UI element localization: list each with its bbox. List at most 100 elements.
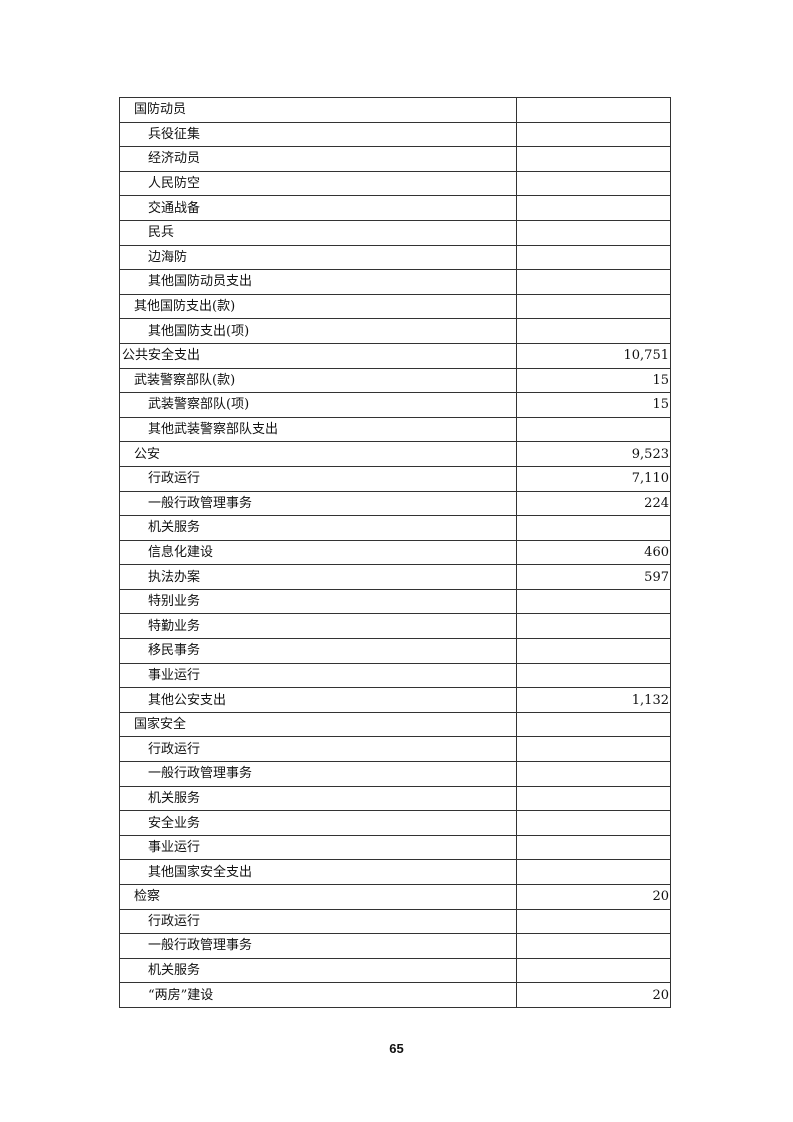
table-row: 武装警察部队(项) 15 bbox=[119, 392, 671, 418]
row-item-name: 人民防空 bbox=[119, 170, 517, 197]
table-row: 执法办案 597 bbox=[119, 564, 671, 590]
row-amount bbox=[516, 613, 671, 640]
row-amount bbox=[516, 834, 671, 861]
table-row: 其他武装警察部队支出 bbox=[119, 416, 671, 443]
page-number: 65 bbox=[389, 1041, 404, 1056]
row-amount bbox=[516, 244, 671, 271]
table-body: 国防动员 兵役征集 经济动员 人民防空 交通战备 民兵 边海防 其他国防动员支出 其他国防支出(… bbox=[119, 97, 671, 1008]
row-item-name: 机关服务 bbox=[119, 515, 517, 541]
row-item-name: 武装警察部队(款) bbox=[119, 367, 517, 394]
row-amount bbox=[516, 933, 671, 959]
table-row: 一般行政管理事务 224 bbox=[119, 490, 671, 517]
row-amount bbox=[516, 146, 671, 172]
table-row: 公安 9,523 bbox=[119, 441, 671, 467]
row-item-name: 一般行政管理事务 bbox=[119, 490, 517, 517]
row-item-name: 执法办案 bbox=[119, 564, 517, 590]
row-amount bbox=[516, 859, 671, 885]
row-amount bbox=[516, 810, 671, 836]
table-row: 其他国防动员支出 bbox=[119, 269, 671, 295]
row-item-name: 机关服务 bbox=[119, 785, 517, 812]
table-row: 其他国防支出(项) bbox=[119, 318, 671, 344]
table-row: 国家安全 bbox=[119, 711, 671, 738]
table-row: 一般行政管理事务 bbox=[119, 761, 671, 787]
row-item-name: 移民事务 bbox=[119, 638, 517, 664]
table-row: 信息化建设 460 bbox=[119, 539, 671, 566]
row-item-name: 其他国防动员支出 bbox=[119, 269, 517, 295]
row-item-name: 民兵 bbox=[119, 219, 517, 246]
row-item-name: 一般行政管理事务 bbox=[119, 933, 517, 959]
table-row: 机关服务 bbox=[119, 957, 671, 984]
row-item-name: 特勤业务 bbox=[119, 613, 517, 640]
row-item-name: 国家安全 bbox=[119, 711, 517, 738]
table-row: 机关服务 bbox=[119, 515, 671, 541]
table-row: 行政运行 7,110 bbox=[119, 465, 671, 492]
row-item-name: 机关服务 bbox=[119, 957, 517, 984]
table-row: 行政运行 bbox=[119, 908, 671, 935]
table-row: 移民事务 bbox=[119, 638, 671, 664]
table-row: 事业运行 bbox=[119, 662, 671, 689]
row-amount bbox=[516, 195, 671, 221]
table-row: 武装警察部队(款) 15 bbox=[119, 367, 671, 394]
row-item-name: 边海防 bbox=[119, 244, 517, 271]
table-row: “两房”建设 20 bbox=[119, 982, 671, 1008]
table-row: 事业运行 bbox=[119, 834, 671, 861]
row-item-name: 行政运行 bbox=[119, 736, 517, 763]
row-amount bbox=[516, 761, 671, 787]
table-row: 交通战备 bbox=[119, 195, 671, 221]
row-item-name: 其他国防支出(款) bbox=[119, 293, 517, 320]
row-amount bbox=[516, 736, 671, 763]
row-item-name: 武装警察部队(项) bbox=[119, 392, 517, 418]
row-item-name: 一般行政管理事务 bbox=[119, 761, 517, 787]
row-item-name: 事业运行 bbox=[119, 662, 517, 689]
row-amount bbox=[516, 638, 671, 664]
row-item-name: 行政运行 bbox=[119, 908, 517, 935]
table-row: 一般行政管理事务 bbox=[119, 933, 671, 959]
row-amount: 9,523 bbox=[516, 441, 671, 467]
table-row: 兵役征集 bbox=[119, 121, 671, 148]
row-item-name: 事业运行 bbox=[119, 834, 517, 861]
row-amount bbox=[516, 416, 671, 443]
row-amount: 224 bbox=[516, 490, 671, 517]
row-item-name: 交通战备 bbox=[119, 195, 517, 221]
table-row: 机关服务 bbox=[119, 785, 671, 812]
row-amount bbox=[516, 662, 671, 689]
row-item-name: 特别业务 bbox=[119, 588, 517, 615]
row-amount: 15 bbox=[516, 392, 671, 418]
row-amount: 1,132 bbox=[516, 687, 671, 713]
row-amount bbox=[516, 588, 671, 615]
table-row: 其他国防支出(款) bbox=[119, 293, 671, 320]
expenditure-table: 国防动员 兵役征集 经济动员 人民防空 交通战备 民兵 边海防 其他国防动员支出 其他国防支出(… bbox=[119, 97, 671, 1008]
row-item-name: 信息化建设 bbox=[119, 539, 517, 566]
row-item-name: 其他武装警察部队支出 bbox=[119, 416, 517, 443]
row-amount bbox=[516, 515, 671, 541]
row-amount bbox=[516, 170, 671, 197]
table-row: 特别业务 bbox=[119, 588, 671, 615]
row-amount bbox=[516, 97, 671, 123]
row-amount: 20 bbox=[516, 982, 671, 1008]
row-amount: 10,751 bbox=[516, 342, 671, 369]
row-item-name: 公共安全支出 bbox=[119, 342, 517, 369]
table-row: 边海防 bbox=[119, 244, 671, 271]
row-item-name: 其他国防支出(项) bbox=[119, 318, 517, 344]
table-row: 人民防空 bbox=[119, 170, 671, 197]
row-amount bbox=[516, 711, 671, 738]
row-amount bbox=[516, 908, 671, 935]
table-row: 检察 20 bbox=[119, 884, 671, 910]
row-amount bbox=[516, 121, 671, 148]
table-row: 安全业务 bbox=[119, 810, 671, 836]
table-row: 其他国家安全支出 bbox=[119, 859, 671, 885]
row-amount bbox=[516, 318, 671, 344]
row-amount: 460 bbox=[516, 539, 671, 566]
row-amount bbox=[516, 219, 671, 246]
table-row: 特勤业务 bbox=[119, 613, 671, 640]
row-amount: 20 bbox=[516, 884, 671, 910]
row-item-name: 安全业务 bbox=[119, 810, 517, 836]
table-row: 经济动员 bbox=[119, 146, 671, 172]
row-item-name: 其他公安支出 bbox=[119, 687, 517, 713]
row-item-name: 检察 bbox=[119, 884, 517, 910]
row-item-name: 其他国家安全支出 bbox=[119, 859, 517, 885]
row-item-name: 公安 bbox=[119, 441, 517, 467]
row-item-name: “两房”建设 bbox=[119, 982, 517, 1008]
row-amount bbox=[516, 957, 671, 984]
row-item-name: 兵役征集 bbox=[119, 121, 517, 148]
